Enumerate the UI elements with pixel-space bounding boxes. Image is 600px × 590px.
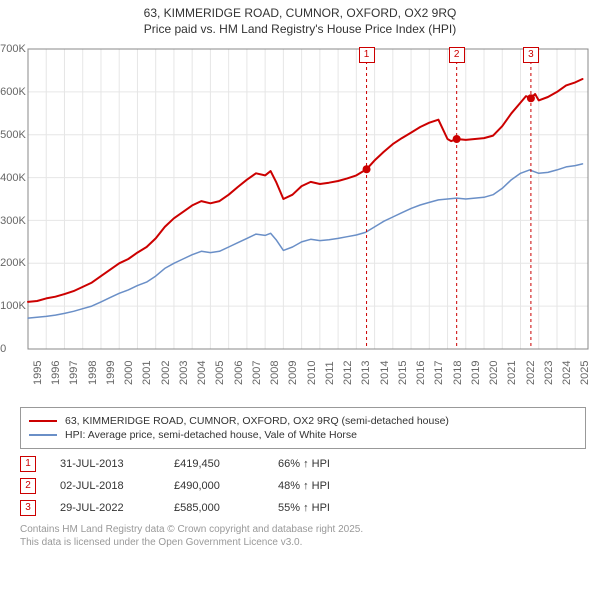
x-tick-label: 2001 (141, 361, 153, 385)
x-tick-label: 2003 (178, 361, 190, 385)
x-tick-label: 2019 (470, 361, 482, 385)
x-tick-label: 2024 (561, 361, 573, 385)
x-tick-label: 2012 (342, 361, 354, 385)
footer: Contains HM Land Registry data © Crown c… (20, 523, 586, 549)
x-tick-label: 2010 (306, 361, 318, 385)
x-tick-label: 1996 (50, 361, 62, 385)
sale-marker-1: 1 (359, 47, 375, 63)
legend-row: HPI: Average price, semi-detached house,… (29, 428, 577, 442)
x-tick-label: 2008 (269, 361, 281, 385)
sale-price: £419,450 (174, 458, 254, 470)
x-tick-label: 2023 (543, 361, 555, 385)
x-tick-label: 2016 (415, 361, 427, 385)
legend-swatch (29, 420, 57, 422)
sale-marker-box: 3 (20, 500, 36, 516)
sales-row: 3 29-JUL-2022 £585,000 55% ↑ HPI (20, 497, 586, 519)
x-tick-label: 2006 (233, 361, 245, 385)
x-tick-label: 1999 (105, 361, 117, 385)
x-tick-label: 2022 (525, 361, 537, 385)
y-tick-label: £700K (0, 43, 26, 55)
x-tick-label: 2013 (360, 361, 372, 385)
sale-date: 02-JUL-2018 (60, 480, 150, 492)
x-tick-label: 2005 (214, 361, 226, 385)
y-tick-label: £100K (0, 300, 26, 312)
footer-line-1: Contains HM Land Registry data © Crown c… (20, 523, 586, 536)
sale-marker-box: 2 (20, 478, 36, 494)
x-tick-label: 2014 (379, 361, 391, 385)
x-tick-label: 2000 (123, 361, 135, 385)
sales-row: 2 02-JUL-2018 £490,000 48% ↑ HPI (20, 475, 586, 497)
sales-row: 1 31-JUL-2013 £419,450 66% ↑ HPI (20, 453, 586, 475)
chart-area: £0 £100K £200K £300K £400K £500K £600K £700K 199… (0, 41, 600, 401)
x-tick-label: 2020 (488, 361, 500, 385)
sale-diff: 55% ↑ HPI (278, 502, 330, 514)
y-tick-label: £400K (0, 172, 26, 184)
x-tick-label: 2018 (452, 361, 464, 385)
sale-date: 31-JUL-2013 (60, 458, 150, 470)
x-tick-label: 2017 (433, 361, 445, 385)
y-tick-label: £500K (0, 129, 26, 141)
y-tick-label: £0 (0, 343, 6, 355)
legend-row: 63, KIMMERIDGE ROAD, CUMNOR, OXFORD, OX2… (29, 414, 577, 428)
sale-marker-box: 1 (20, 456, 36, 472)
chart-svg (0, 41, 600, 401)
x-tick-label: 2015 (397, 361, 409, 385)
x-tick-label: 2021 (506, 361, 518, 385)
x-tick-label: 2002 (160, 361, 172, 385)
sale-date: 29-JUL-2022 (60, 502, 150, 514)
sale-price: £490,000 (174, 480, 254, 492)
x-tick-label: 1998 (87, 361, 99, 385)
sale-marker-2: 2 (449, 47, 465, 63)
x-tick-label: 2009 (287, 361, 299, 385)
legend-swatch (29, 434, 57, 436)
x-tick-label: 1995 (32, 361, 44, 385)
y-tick-label: £200K (0, 257, 26, 269)
sale-diff: 48% ↑ HPI (278, 480, 330, 492)
x-tick-label: 2007 (251, 361, 263, 385)
x-tick-label: 1997 (68, 361, 80, 385)
sale-marker-3: 3 (523, 47, 539, 63)
sale-price: £585,000 (174, 502, 254, 514)
sales-table: 1 31-JUL-2013 £419,450 66% ↑ HPI 2 02-JUL-201… (20, 453, 586, 519)
legend-label: 63, KIMMERIDGE ROAD, CUMNOR, OXFORD, OX2… (65, 415, 449, 427)
legend: 63, KIMMERIDGE ROAD, CUMNOR, OXFORD, OX2… (20, 407, 586, 449)
y-tick-label: £600K (0, 86, 26, 98)
sale-diff: 66% ↑ HPI (278, 458, 330, 470)
footer-line-2: This data is licensed under the Open Gov… (20, 536, 586, 549)
x-tick-label: 2025 (579, 361, 591, 385)
x-tick-label: 2011 (324, 362, 336, 386)
legend-label: HPI: Average price, semi-detached house,… (65, 429, 357, 441)
chart-title: 63, KIMMERIDGE ROAD, CUMNOR, OXFORD, OX2… (0, 0, 600, 41)
title-line-2: Price paid vs. HM Land Registry's House … (0, 22, 600, 38)
x-tick-label: 2004 (196, 361, 208, 385)
y-tick-label: £300K (0, 215, 26, 227)
title-line-1: 63, KIMMERIDGE ROAD, CUMNOR, OXFORD, OX2… (0, 6, 600, 22)
